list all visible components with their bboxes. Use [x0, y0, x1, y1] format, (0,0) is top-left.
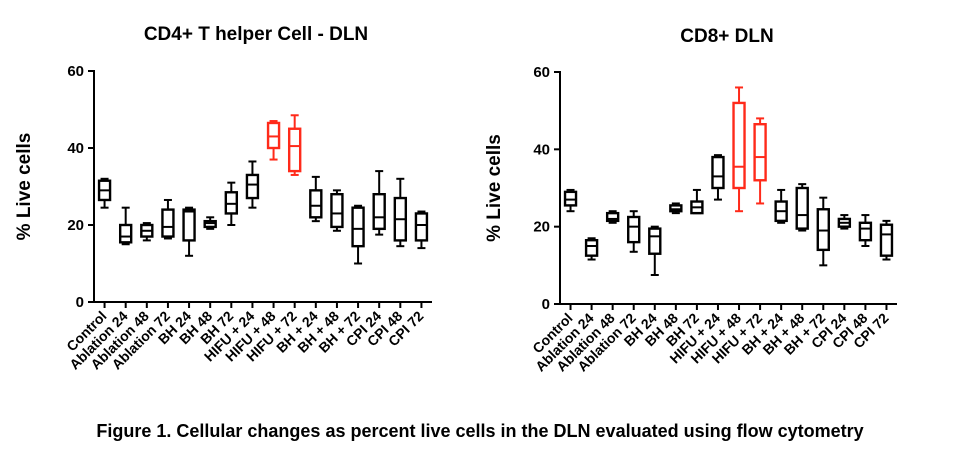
box-plot-mark: [774, 188, 788, 224]
box-plot-mark: [351, 204, 365, 265]
box-iqr-rect: [245, 173, 260, 200]
box-plot-mark: [140, 222, 154, 242]
chart-title: CD8+ DLN: [680, 26, 773, 47]
box-plot-mark: [97, 177, 112, 209]
box-iqr-rect: [309, 189, 323, 219]
box-plot-mark: [393, 177, 408, 248]
y-tick-label: 0: [76, 294, 84, 311]
box-iqr-rect: [182, 208, 196, 242]
box-iqr-rect: [287, 127, 302, 173]
box-plot-mark: [224, 181, 239, 226]
box-plot-mark: [563, 188, 578, 213]
box-iqr-rect: [118, 223, 133, 244]
box-iqr-rect: [627, 215, 641, 244]
box-iqr-rect: [648, 227, 662, 255]
box-iqr-rect: [605, 211, 620, 223]
box-iqr-rect: [330, 192, 344, 229]
box-plot-mark: [711, 154, 725, 201]
y-axis-label: % Live cells: [14, 133, 35, 241]
y-tick-label: 60: [67, 63, 84, 80]
box-plot-mark: [182, 206, 196, 257]
box-plot-mark: [732, 86, 746, 213]
box-plot-mark: [753, 117, 767, 205]
y-tick-label: 40: [533, 141, 550, 158]
box-plot-mark: [605, 210, 620, 224]
box-iqr-rect: [711, 155, 725, 190]
box-iqr-rect: [753, 122, 767, 182]
box-plot-mark: [330, 189, 344, 232]
box-iqr-rect: [795, 186, 809, 230]
box-plot-mark: [118, 206, 133, 246]
y-tick-label: 0: [542, 296, 550, 313]
box-plot-mark: [266, 120, 281, 161]
cd4-chart-panel: CD4+ T helper Cell - DLN % Live cells 0 20 4…: [14, 24, 432, 372]
box-plot-mark: [816, 196, 830, 267]
box-plot-mark: [879, 219, 894, 261]
box-plot-mark: [858, 214, 873, 247]
box-plot-mark: [203, 216, 217, 230]
box-plot-mark: [161, 198, 175, 240]
box-iqr-rect: [372, 192, 386, 231]
box-iqr-rect: [879, 223, 894, 257]
y-tick-label: 40: [67, 140, 84, 157]
y-tick-label: 20: [533, 219, 550, 236]
cd8-chart-panel: CD8+ DLN% Live cells0204060ControlAblati…: [484, 26, 897, 374]
box-iqr-rect: [858, 221, 873, 242]
box-plot-mark: [837, 214, 852, 230]
y-tick-label: 60: [533, 64, 550, 81]
figure-caption: Figure 1. Cellular changes as percent li…: [96, 421, 863, 441]
box-iqr-rect: [414, 212, 429, 242]
box-iqr-rect: [584, 238, 599, 257]
box-plot-mark: [669, 202, 683, 215]
box-plot-mark: [627, 210, 641, 253]
box-iqr-rect: [161, 208, 175, 238]
box-plot-mark: [795, 183, 809, 232]
box-plot-mark: [648, 225, 662, 276]
chart-title: CD4+ T helper Cell - DLN: [144, 24, 368, 45]
box-plot-mark: [372, 170, 386, 236]
box-iqr-rect: [351, 206, 365, 248]
box-plot-mark: [414, 210, 429, 250]
box-plot-mark: [287, 114, 302, 176]
box-plot-mark: [584, 237, 599, 261]
y-tick-label: 20: [67, 217, 84, 234]
y-axis-label: % Live cells: [484, 134, 505, 242]
box-plot-mark: [690, 188, 704, 215]
box-plot-mark: [245, 160, 260, 209]
box-iqr-rect: [732, 101, 746, 190]
box-plot-mark: [309, 175, 323, 223]
